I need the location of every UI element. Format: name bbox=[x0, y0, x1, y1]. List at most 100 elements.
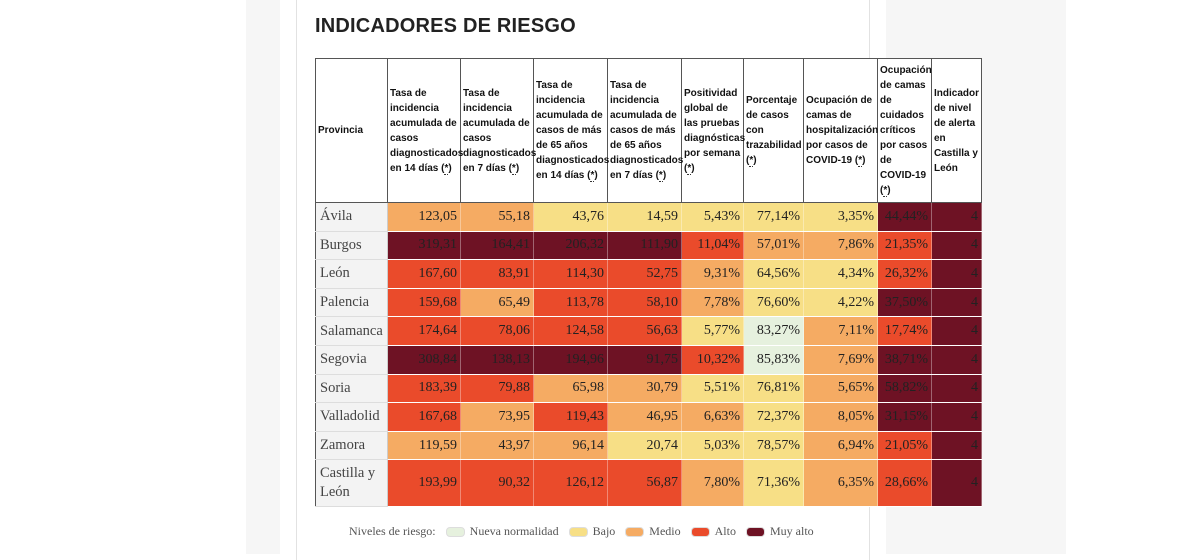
legend-swatch bbox=[445, 526, 465, 537]
column-header-label: Positividad global de las pruebas diagnó… bbox=[684, 87, 746, 174]
indicator-cell: 26,32% bbox=[877, 259, 932, 289]
footnote-link[interactable]: * bbox=[658, 170, 663, 182]
column-header-label: Tasa de incidencia acumulada de casos di… bbox=[390, 87, 464, 174]
indicator-cell: 65,98 bbox=[533, 374, 608, 404]
column-header-label: Ocupación de camas de cuidados críticos … bbox=[880, 65, 932, 196]
table-row: Valladolid 167,68 73,95 119,43 46,95 6,63% 72,… bbox=[315, 402, 982, 432]
footnote-link[interactable]: * bbox=[883, 185, 888, 197]
column-header-label: Ocupación de camas de hospitalización po… bbox=[806, 95, 879, 166]
province-name: Valladolid bbox=[315, 402, 388, 432]
indicator-cell: 164,41 bbox=[460, 231, 534, 261]
column-header: Tasa de incidencia acumulada de casos de… bbox=[607, 58, 684, 203]
legend-swatch bbox=[625, 526, 645, 537]
indicator-cell: 76,81% bbox=[743, 374, 804, 404]
indicator-cell: 57,01% bbox=[743, 231, 804, 261]
indicator-cell: 77,14% bbox=[743, 202, 804, 232]
indicator-cell: 9,31% bbox=[681, 259, 744, 289]
footnote-link[interactable]: * bbox=[590, 170, 595, 182]
indicator-cell: 21,35% bbox=[877, 231, 932, 261]
indicator-cell: 78,57% bbox=[743, 431, 804, 461]
indicator-cell: 7,80% bbox=[681, 459, 744, 508]
table-row: Segovia 308,84 138,13 194,96 91,75 10,32% 85,8… bbox=[315, 345, 982, 375]
table-row: Palencia 159,68 65,49 113,78 58,10 7,78% 76,60… bbox=[315, 288, 982, 318]
indicator-cell: 7,78% bbox=[681, 288, 744, 318]
column-header: Ocupación de camas de hospitalización po… bbox=[803, 58, 879, 203]
page-gutter-left bbox=[246, 0, 280, 554]
column-header: Provincia bbox=[315, 58, 388, 203]
indicator-cell: 7,11% bbox=[803, 316, 878, 346]
indicator-cell: 206,32 bbox=[533, 231, 608, 261]
column-header-label: Tasa de incidencia acumulada de casos de… bbox=[536, 80, 610, 181]
footnote-link[interactable]: * bbox=[511, 162, 516, 175]
table-row: Burgos 319,31 164,41 206,32 111,90 11,04% 57,0… bbox=[315, 231, 982, 261]
province-name: León bbox=[315, 259, 388, 289]
indicator-cell: 7,86% bbox=[803, 231, 878, 261]
indicator-cell: 4 bbox=[931, 374, 982, 404]
indicator-cell: 64,56% bbox=[743, 259, 804, 289]
indicator-cell: 58,10 bbox=[607, 288, 682, 318]
legend-items: Nueva normalidad Bajo Medio Alto Muy alto bbox=[436, 524, 814, 539]
province-name: Salamanca bbox=[315, 316, 388, 346]
indicator-cell: 4 bbox=[931, 259, 982, 289]
column-header: Porcentaje de casos con trazabilidad (*) bbox=[743, 58, 804, 203]
footnote-link[interactable]: * bbox=[858, 155, 863, 167]
indicator-cell: 44,44% bbox=[877, 202, 932, 232]
indicator-cell: 43,76 bbox=[533, 202, 608, 232]
column-header-label: Indicador de nivel de alerta en Castilla… bbox=[934, 87, 980, 174]
legend-item: Muy alto bbox=[745, 524, 814, 539]
column-header: Indicador de nivel de alerta en Castilla… bbox=[931, 58, 982, 203]
legend-label: Bajo bbox=[592, 524, 616, 538]
indicator-cell: 90,32 bbox=[460, 459, 534, 508]
indicator-cell: 17,74% bbox=[877, 316, 932, 346]
risk-legend: Niveles de riesgo: Nueva normalidad Bajo M… bbox=[349, 524, 814, 539]
indicator-cell: 65,49 bbox=[460, 288, 534, 318]
province-name: Ávila bbox=[315, 202, 388, 232]
indicator-cell: 124,58 bbox=[533, 316, 608, 346]
risk-indicators-table: Provincia Tasa de incidencia acumulada de… bbox=[315, 58, 982, 508]
indicator-cell: 167,60 bbox=[387, 259, 461, 289]
indicator-cell: 4 bbox=[931, 288, 982, 318]
indicator-cell: 138,13 bbox=[460, 345, 534, 375]
indicator-cell: 4 bbox=[931, 316, 982, 346]
indicator-cell: 5,65% bbox=[803, 374, 878, 404]
indicator-cell: 4 bbox=[931, 431, 982, 461]
indicator-cell: 194,96 bbox=[533, 345, 608, 375]
indicator-cell: 114,30 bbox=[533, 259, 608, 289]
indicator-cell: 55,18 bbox=[460, 202, 534, 232]
column-header-label: Tasa de incidencia acumulada de casos de… bbox=[610, 80, 684, 181]
column-header: Tasa de incidencia acumulada de casos de… bbox=[533, 58, 610, 203]
table-body: Ávila 123,05 55,18 43,76 14,59 5,43% 77,14% 3,3… bbox=[315, 202, 982, 508]
indicator-cell: 46,95 bbox=[607, 402, 682, 432]
indicator-cell: 159,68 bbox=[387, 288, 461, 318]
legend-swatch bbox=[568, 526, 588, 537]
column-header: Positividad global de las pruebas diagnó… bbox=[681, 58, 746, 203]
indicator-cell: 7,69% bbox=[803, 345, 878, 375]
legend-label: Medio bbox=[649, 524, 681, 538]
indicator-cell: 10,32% bbox=[681, 345, 744, 375]
legend-label: Alto bbox=[714, 524, 736, 538]
column-header-label: Provincia bbox=[318, 125, 364, 136]
indicator-cell: 5,51% bbox=[681, 374, 744, 404]
indicator-cell: 4 bbox=[931, 402, 982, 432]
header-row: Provincia Tasa de incidencia acumulada de… bbox=[315, 58, 982, 203]
indicator-cell: 4,34% bbox=[803, 259, 878, 289]
indicator-cell: 3,35% bbox=[803, 202, 878, 232]
legend-label: Nueva normalidad bbox=[469, 524, 559, 538]
footnote-link[interactable]: * bbox=[687, 162, 692, 175]
column-header: Tasa de incidencia acumulada de casos di… bbox=[387, 58, 464, 203]
indicator-cell: 85,83% bbox=[743, 345, 804, 375]
table-header: Provincia Tasa de incidencia acumulada de… bbox=[315, 58, 982, 203]
legend-title: Niveles de riesgo: bbox=[349, 524, 436, 538]
indicator-cell: 28,66% bbox=[877, 459, 932, 508]
footnote-link[interactable]: * bbox=[749, 155, 754, 167]
indicator-cell: 31,15% bbox=[877, 402, 932, 432]
table-row: León 167,60 83,91 114,30 52,75 9,31% 64,56% 4,3… bbox=[315, 259, 982, 289]
indicator-cell: 174,64 bbox=[387, 316, 461, 346]
table-row: Zamora 119,59 43,97 96,14 20,74 5,03% 78,57% 6,… bbox=[315, 431, 982, 461]
indicator-cell: 6,35% bbox=[803, 459, 878, 508]
indicator-cell: 43,97 bbox=[460, 431, 534, 461]
indicator-cell: 58,82% bbox=[877, 374, 932, 404]
footnote-link[interactable]: * bbox=[444, 162, 449, 175]
indicator-cell: 4 bbox=[931, 345, 982, 375]
indicator-cell: 113,78 bbox=[533, 288, 608, 318]
